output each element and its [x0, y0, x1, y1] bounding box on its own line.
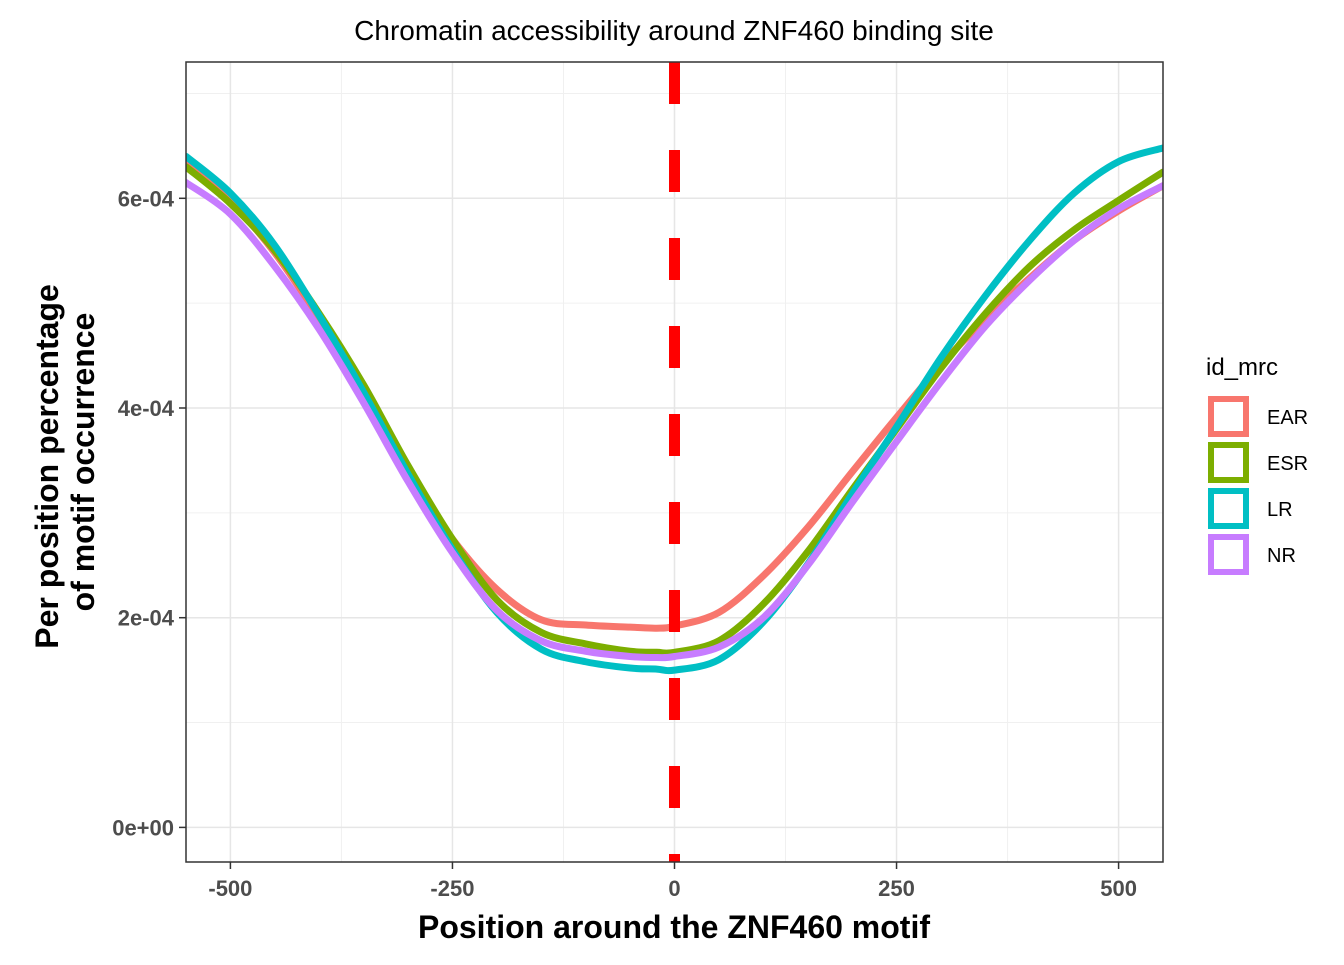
legend-label-nr: NR	[1267, 545, 1296, 567]
x-tick-label: -500	[208, 876, 252, 901]
y-tick-label: 0e+00	[112, 815, 174, 840]
legend-key-ear	[1208, 396, 1249, 437]
y-axis-title: Per position percentage of motif occurre…	[29, 275, 101, 648]
legend-title: id_mrc	[1206, 354, 1278, 381]
x-axis-ticks: -500 -250 0 250 500	[208, 862, 1137, 901]
legend-key-nr	[1208, 534, 1249, 575]
legend-key-esr	[1208, 442, 1249, 483]
legend-key-lr	[1208, 488, 1249, 529]
y-tick-label: 4e-04	[118, 396, 175, 421]
series-lines	[186, 144, 1163, 675]
chart-title: Chromatin accessibility around ZNF460 bi…	[354, 15, 994, 46]
y-tick-label: 2e-04	[118, 606, 175, 631]
legend-label-ear: EAR	[1267, 407, 1308, 429]
y-tick-label: 6e-04	[118, 186, 175, 211]
x-tick-label: 0	[668, 876, 680, 901]
x-tick-label: -250	[430, 876, 474, 901]
series-line-nr	[186, 179, 1163, 662]
y-axis-title-line-2: of motif occurrence	[65, 313, 101, 612]
legend-label-lr: LR	[1267, 499, 1293, 521]
y-axis-title-line-1: Per position percentage	[29, 284, 65, 649]
x-tick-label: 250	[878, 876, 915, 901]
series-line-lr	[186, 144, 1163, 675]
x-tick-label: 500	[1100, 876, 1137, 901]
legend: EAR ESR LR NR	[1208, 396, 1308, 575]
y-axis-ticks: 0e+00 2e-04 4e-04 6e-04	[112, 186, 186, 840]
x-axis-title: Position around the ZNF460 motif	[418, 909, 930, 945]
legend-label-esr: ESR	[1267, 453, 1308, 475]
